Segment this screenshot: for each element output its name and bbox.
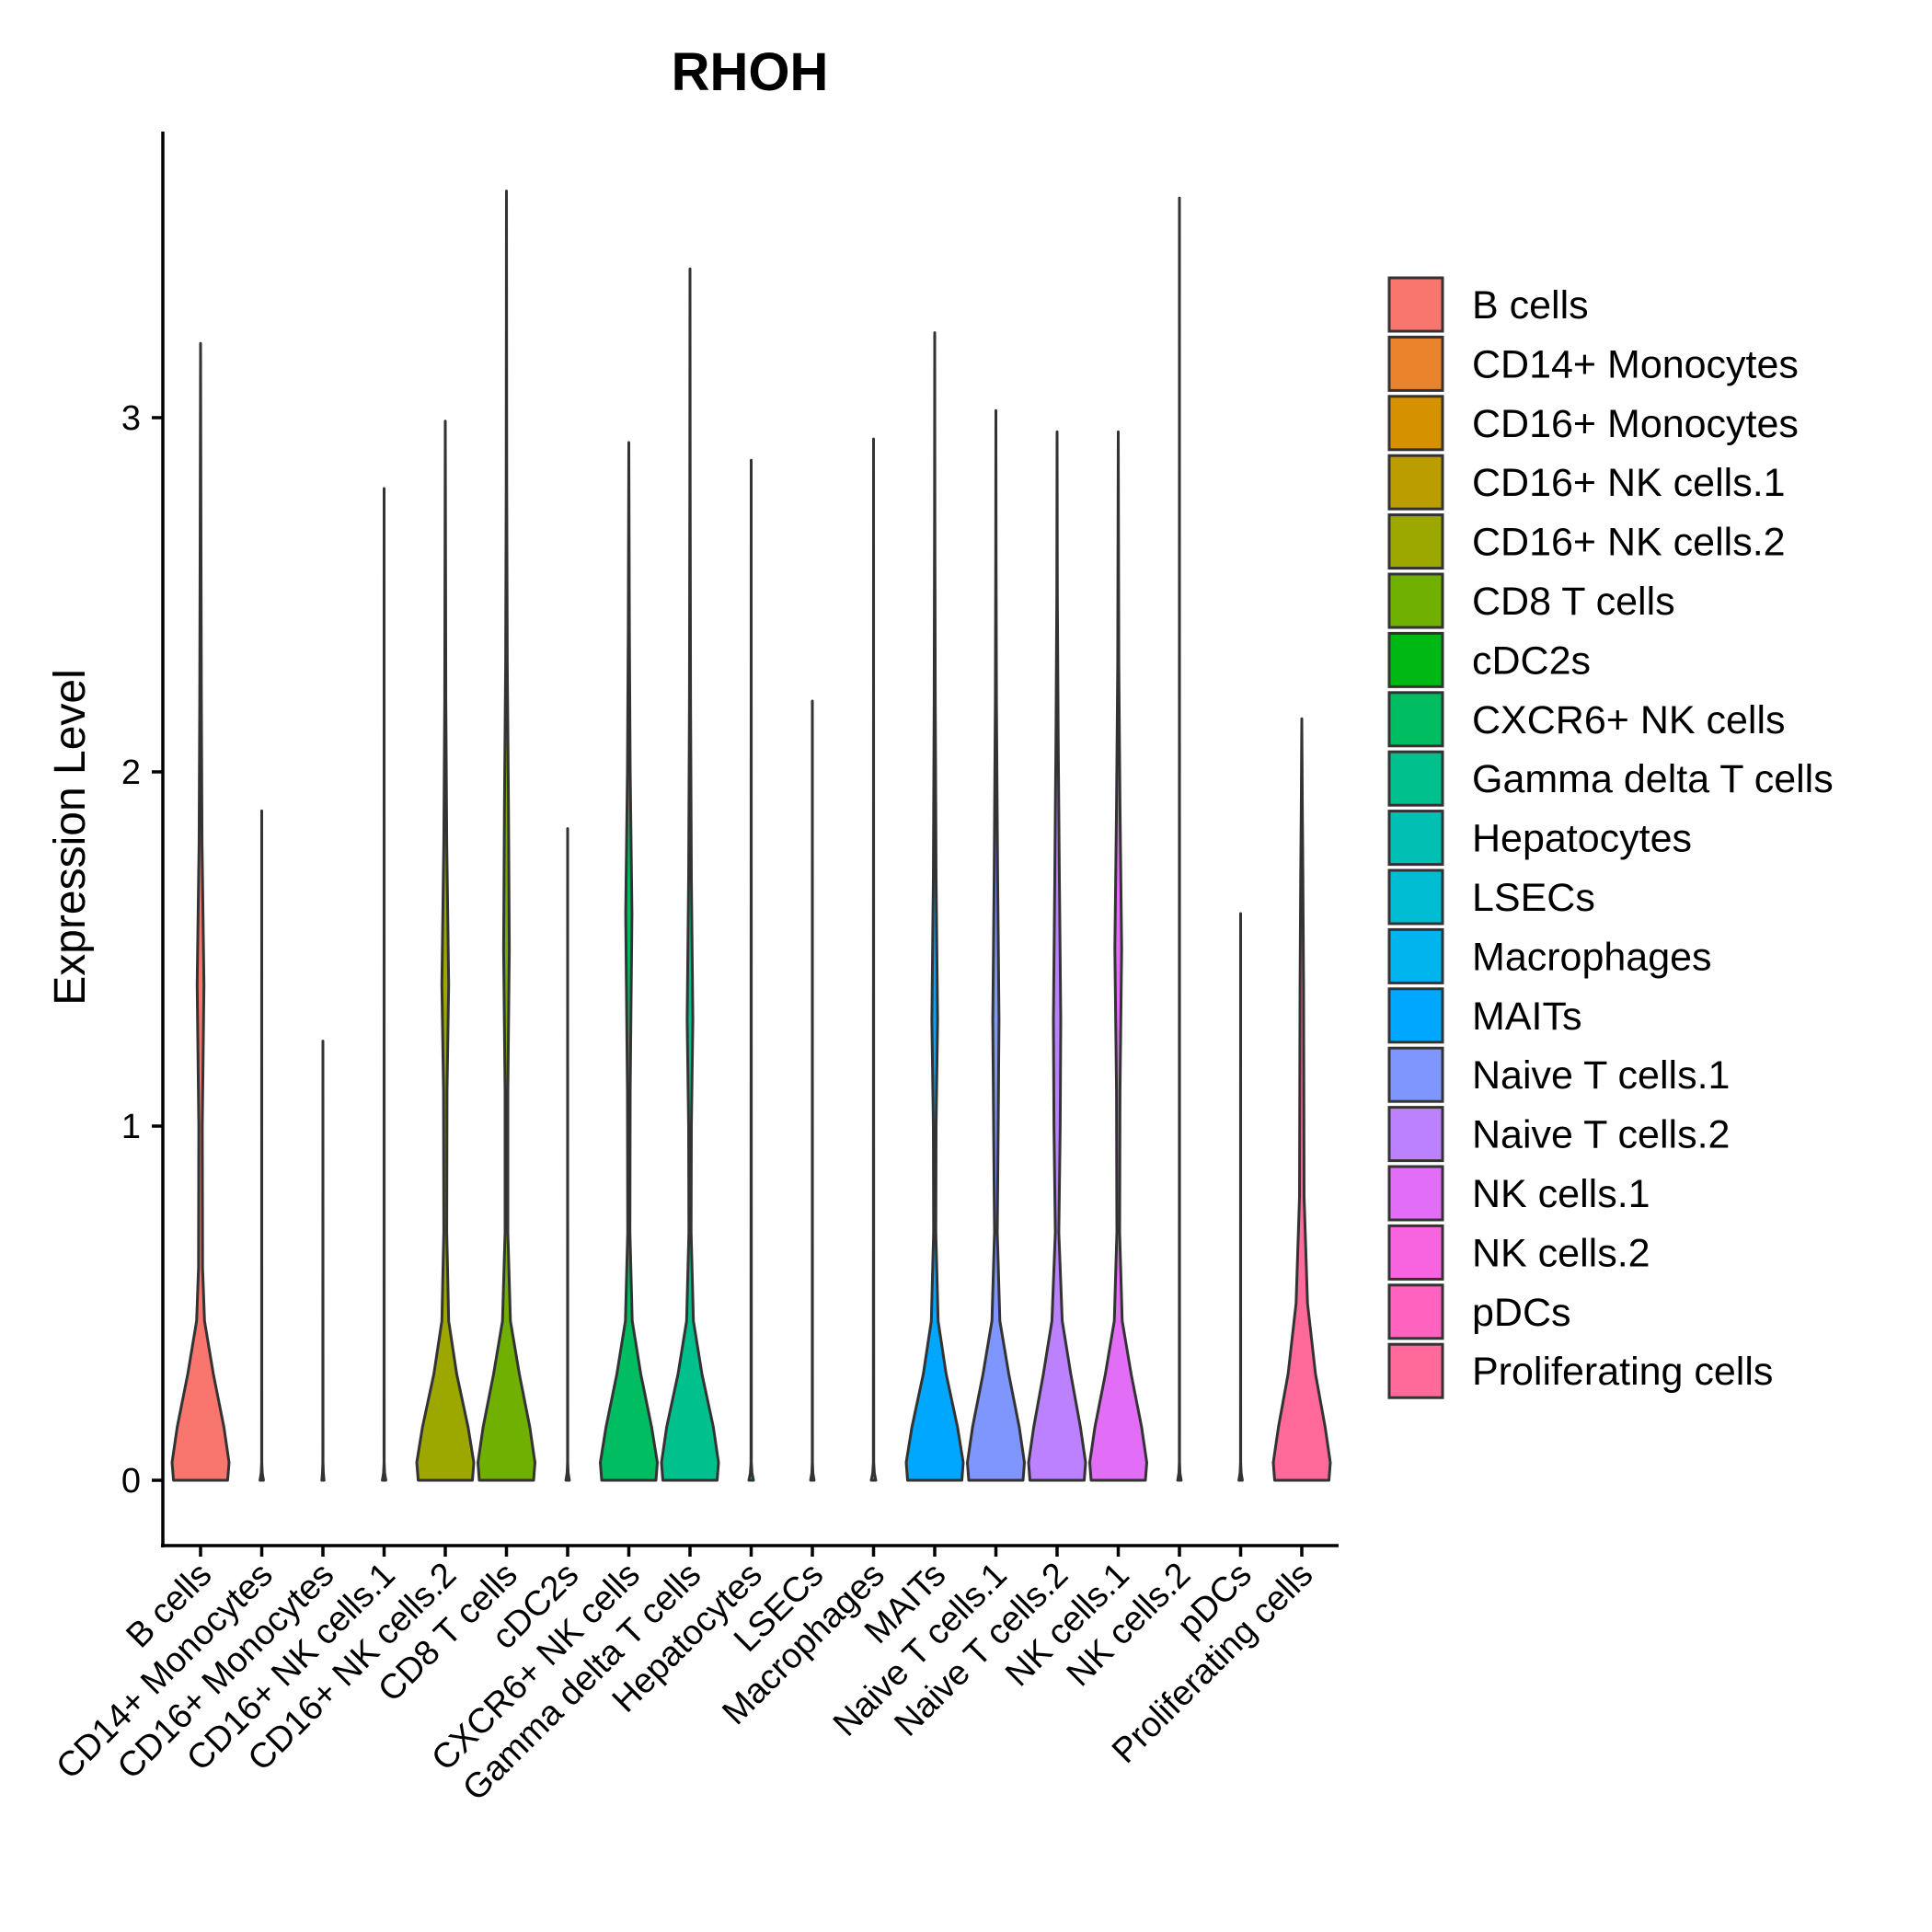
legend-label: CXCR6+ NK cells bbox=[1472, 698, 1786, 742]
legend-label: CD16+ Monocytes bbox=[1472, 402, 1799, 446]
violin-lsecs bbox=[809, 699, 816, 1482]
legend-key bbox=[1387, 335, 1444, 392]
legend-label: Naive T cells.2 bbox=[1472, 1113, 1730, 1157]
legend-key bbox=[1387, 750, 1444, 807]
violin-hepatocytes bbox=[747, 458, 755, 1482]
violin-gamma-delta-t-cells bbox=[660, 267, 720, 1482]
violins-group bbox=[170, 190, 1332, 1482]
legend-key bbox=[1387, 1106, 1444, 1163]
legend: B cells CD14+ Monocytes CD16+ Monocytes CD1… bbox=[1387, 276, 1834, 1399]
y-axis-label: Expression Level bbox=[46, 669, 95, 1006]
legend-key bbox=[1387, 868, 1444, 926]
violin-cd14-monocytes bbox=[259, 809, 265, 1482]
violin-cd16-monocytes bbox=[320, 1040, 326, 1482]
violin-naive-t-cells-1 bbox=[966, 408, 1026, 1482]
chart-title: RHOH bbox=[672, 42, 829, 102]
legend-label: pDCs bbox=[1472, 1291, 1571, 1335]
y-tick-label: 2 bbox=[121, 753, 141, 792]
legend-key bbox=[1387, 1224, 1444, 1281]
legend-label: cDC2s bbox=[1472, 638, 1591, 683]
legend-key bbox=[1387, 276, 1444, 333]
legend-label: Gamma delta T cells bbox=[1472, 757, 1834, 801]
legend-key bbox=[1387, 1046, 1444, 1103]
violin-maits bbox=[904, 331, 965, 1482]
legend-key bbox=[1387, 810, 1444, 867]
violin-cd16-nk-cells-1 bbox=[381, 487, 387, 1482]
legend-label: Naive T cells.1 bbox=[1472, 1053, 1730, 1098]
legend-label: Macrophages bbox=[1472, 935, 1712, 979]
violin-cdc2s bbox=[564, 827, 571, 1482]
violin-proliferating-cells bbox=[1271, 717, 1332, 1482]
legend-key bbox=[1387, 1342, 1444, 1399]
legend-label: MAITs bbox=[1472, 995, 1581, 1039]
legend-key bbox=[1387, 987, 1444, 1044]
legend-label: LSECs bbox=[1472, 876, 1595, 920]
violin-cd16-nk-cells-2 bbox=[415, 420, 476, 1482]
legend-label: NK cells.2 bbox=[1472, 1231, 1650, 1275]
legend-label: Hepatocytes bbox=[1472, 817, 1692, 861]
legend-key bbox=[1387, 1165, 1444, 1222]
legend-label: B cells bbox=[1472, 283, 1589, 328]
legend-label: CD16+ NK cells.2 bbox=[1472, 521, 1786, 565]
legend-key bbox=[1387, 691, 1444, 748]
violin-pdcs bbox=[1237, 912, 1244, 1482]
violin-cxcr6-nk-cells bbox=[599, 441, 659, 1482]
legend-label: CD16+ NK cells.1 bbox=[1472, 461, 1786, 505]
legend-label: Proliferating cells bbox=[1472, 1350, 1773, 1394]
legend-key bbox=[1387, 927, 1444, 984]
violin-b-cells bbox=[170, 341, 231, 1482]
legend-key bbox=[1387, 572, 1444, 629]
violin-naive-t-cells-2 bbox=[1027, 430, 1087, 1482]
legend-key bbox=[1387, 513, 1444, 570]
y-tick-label: 1 bbox=[121, 1108, 141, 1146]
violin-macrophages bbox=[869, 437, 878, 1482]
violin-cd8-t-cells bbox=[477, 190, 536, 1482]
y-tick-label: 0 bbox=[121, 1462, 141, 1501]
legend-key bbox=[1387, 631, 1444, 688]
legend-label: NK cells.1 bbox=[1472, 1172, 1650, 1216]
violin-nk-cells-2 bbox=[1176, 196, 1183, 1482]
legend-label: CD8 T cells bbox=[1472, 580, 1675, 624]
legend-key bbox=[1387, 454, 1444, 511]
violin-nk-cells-1 bbox=[1088, 430, 1148, 1482]
legend-key bbox=[1387, 1283, 1444, 1340]
y-tick-label: 3 bbox=[121, 399, 141, 438]
y-ticks-group: 0 1 2 3 bbox=[121, 399, 163, 1501]
legend-key bbox=[1387, 395, 1444, 452]
legend-label: CD14+ Monocytes bbox=[1472, 342, 1799, 386]
